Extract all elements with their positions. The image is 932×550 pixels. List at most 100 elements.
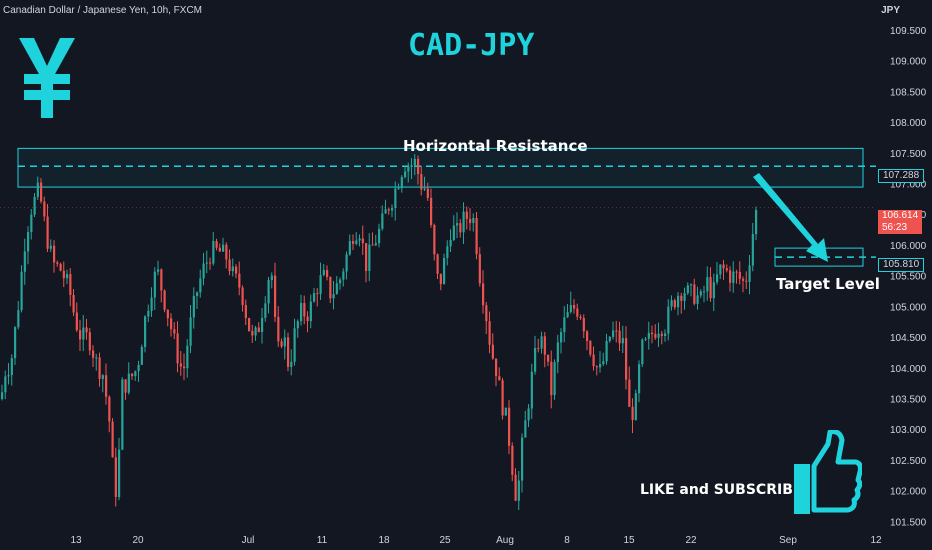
thumbs-up-icon[interactable] (792, 430, 862, 516)
candle-body (729, 270, 732, 283)
candle-body (270, 275, 273, 280)
candle-body (108, 396, 111, 422)
candle-body (368, 244, 371, 272)
candle-body (524, 420, 527, 438)
candle-body (566, 312, 569, 318)
candle-body (449, 239, 452, 247)
candle-body (140, 346, 143, 365)
candle-body (634, 393, 637, 420)
candle-body (374, 243, 377, 246)
candle-body (563, 317, 566, 333)
candle-body (686, 285, 689, 294)
candle-body (254, 327, 257, 336)
countdown: 56:23 (882, 222, 908, 233)
candle-body (716, 274, 719, 283)
candle-body (638, 364, 641, 394)
candle-body (452, 225, 455, 240)
candle-body (550, 361, 553, 396)
candle-body (482, 283, 485, 306)
x-tick-label: 13 (70, 535, 82, 546)
currency-unit: JPY (881, 5, 900, 16)
candle-body (696, 295, 699, 304)
candle-body (192, 295, 195, 318)
candle-body (732, 271, 735, 283)
candle-body (287, 337, 290, 367)
candle-body (56, 262, 59, 264)
candle-body (514, 474, 517, 501)
x-tick-label: 15 (623, 535, 635, 546)
y-tick-label: 107.000 (890, 180, 927, 191)
candle-body (332, 294, 335, 299)
candle-body (719, 264, 722, 275)
y-tick-label: 102.500 (890, 456, 927, 467)
candle-body (534, 347, 537, 372)
candle-body (137, 364, 140, 372)
y-tick-label: 104.500 (890, 333, 927, 344)
candle-body (342, 271, 345, 280)
candle-body (430, 197, 433, 226)
candle-body (446, 246, 449, 258)
y-tick-label: 101.500 (890, 517, 927, 528)
candle-body (589, 341, 592, 355)
x-tick-label: 11 (317, 535, 328, 546)
candle-body (358, 238, 361, 241)
candle-body (293, 328, 296, 362)
candle-body (30, 214, 33, 233)
candle-body (595, 366, 598, 368)
candle-body (660, 333, 663, 336)
candle-body (36, 182, 39, 197)
candle-body (53, 245, 56, 263)
candle-body (540, 336, 543, 349)
candle-body (283, 337, 286, 347)
candle-body (20, 271, 23, 311)
candle-body (488, 321, 491, 345)
candle-body (43, 201, 46, 217)
candle-body (602, 361, 605, 365)
candle-body (443, 257, 446, 285)
candle-body (166, 309, 169, 319)
candle-body (436, 254, 439, 274)
candle-body (27, 232, 30, 252)
candle-body (712, 282, 715, 299)
candle-body (326, 270, 329, 278)
candle-body (586, 331, 589, 342)
candle-body (62, 270, 65, 279)
y-tick-label: 109.000 (890, 57, 927, 68)
candle-body (4, 376, 7, 393)
yen-icon (19, 38, 75, 118)
candle-body (49, 245, 52, 249)
candle-body (651, 332, 654, 335)
candle-body (439, 273, 442, 285)
candle-body (40, 182, 43, 202)
candle-body (231, 266, 234, 272)
candle-body (303, 303, 306, 317)
candle-body (400, 177, 403, 189)
candle-body (462, 211, 465, 233)
candle-body (199, 278, 202, 293)
symbol-header[interactable]: Canadian Dollar / Japanese Yen, 10h, FXC… (3, 5, 203, 16)
candle-body (433, 225, 436, 255)
candle-body (66, 274, 69, 279)
candle-body (475, 217, 478, 255)
candle-body (456, 223, 459, 226)
candle-body (618, 330, 621, 344)
candle-body (163, 290, 166, 310)
candle-body (381, 213, 384, 229)
x-tick-label: 8 (564, 535, 570, 546)
y-tick-label: 102.000 (890, 487, 927, 498)
candle-body (209, 262, 212, 264)
candle-body (498, 376, 501, 381)
current-price: 106.614 (882, 210, 919, 221)
candle-body (189, 317, 192, 346)
candle-body (742, 278, 745, 281)
candle-body (176, 333, 179, 364)
candle-body (157, 269, 160, 272)
candle-body (1, 392, 4, 399)
candle-body (677, 295, 680, 308)
candle-body (75, 312, 78, 331)
candle-body (235, 266, 238, 274)
candle-body (621, 338, 624, 344)
candle-body (196, 292, 199, 296)
candle-body (722, 264, 725, 269)
